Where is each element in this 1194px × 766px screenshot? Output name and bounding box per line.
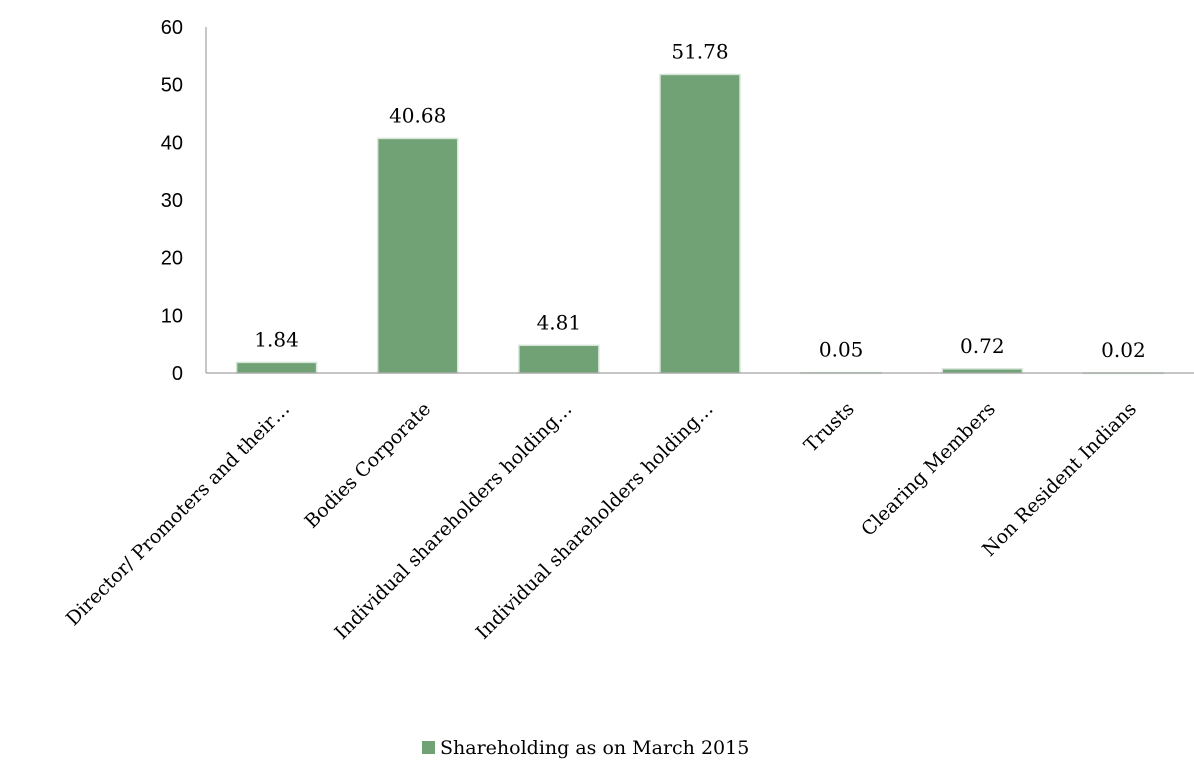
bar-value-label: 1.84 — [254, 327, 299, 351]
y-tick-label: 30 — [161, 190, 183, 212]
y-axis-ticks: 0 10 20 30 40 50 60 — [161, 17, 183, 385]
bar-value-label: 0.72 — [960, 334, 1005, 358]
bar-value-label: 4.81 — [537, 310, 582, 334]
x-category-label: Trusts — [800, 398, 859, 457]
data-labels: 1.84 40.68 4.81 51.78 0.05 0.72 0.02 — [254, 39, 1145, 361]
bar — [235, 361, 318, 374]
x-category-label: Individual shareholders holding… — [472, 398, 718, 644]
bar — [376, 137, 459, 374]
y-tick-label: 50 — [161, 75, 183, 97]
y-tick-label: 10 — [161, 305, 183, 327]
x-category-label: Bodies Corporate — [300, 398, 435, 533]
bar-value-label: 51.78 — [671, 39, 728, 63]
y-tick-label: 0 — [172, 363, 183, 385]
x-axis-category-labels: Director/ Promoters and their… Bodies Cor… — [62, 398, 1141, 644]
bar-value-label: 0.05 — [819, 338, 864, 362]
bar — [659, 73, 741, 374]
x-category-label: Director/ Promoters and their… — [62, 398, 294, 630]
bar-value-label: 0.02 — [1101, 338, 1146, 362]
x-category-label: Individual shareholders holding… — [331, 398, 577, 644]
y-tick-label: 60 — [161, 17, 183, 39]
bar — [518, 344, 600, 374]
x-category-label: Clearing Members — [857, 398, 1000, 541]
bar — [941, 368, 1024, 374]
legend-label: Shareholding as on March 2015 — [440, 737, 749, 759]
y-tick-label: 40 — [161, 132, 183, 154]
legend: Shareholding as on March 2015 — [422, 737, 749, 759]
bar-value-label: 40.68 — [389, 103, 446, 127]
legend-swatch — [422, 741, 435, 754]
y-tick-label: 20 — [161, 248, 183, 270]
bars — [235, 73, 1165, 375]
x-category-label: Non Resident Indians — [978, 398, 1141, 561]
